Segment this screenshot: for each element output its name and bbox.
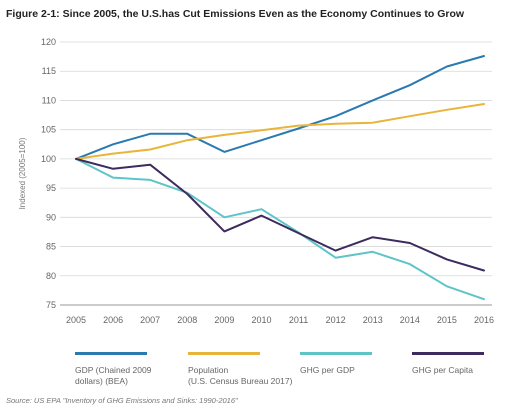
legend-item: Population (U.S. Census Bureau 2017) [188, 352, 292, 387]
legend-swatch [75, 352, 147, 355]
y-tick-label: 105 [41, 125, 56, 135]
legend-label: (U.S. Census Bureau 2017) [188, 376, 293, 386]
y-tick-label: 95 [46, 183, 56, 193]
x-tick-label: 2006 [103, 315, 123, 325]
series-line-2 [75, 103, 485, 160]
y-tick-label: 80 [46, 271, 56, 281]
y-tick-label: 85 [46, 242, 56, 252]
y-tick-label: 110 [42, 95, 56, 105]
source-note: Source: US EPA "Inventory of GHG Emissio… [6, 396, 238, 405]
x-tick-label: 2009 [214, 315, 234, 325]
series-line-3 [75, 157, 485, 301]
line-chart: 75 80 85 90 95 100 105 110 115 120 2005 2006 2007 200… [18, 37, 494, 325]
y-tick-label: 115 [42, 66, 56, 76]
y-tick-label: 100 [41, 154, 56, 164]
legend-label: Population [188, 365, 229, 375]
y-tick-label: 75 [46, 300, 56, 310]
legend-item: GHG per GDP [300, 352, 372, 376]
legend-swatch [188, 352, 260, 355]
x-tick-label: 2011 [289, 315, 308, 325]
y-axis-title: Indexed (2005=100) [18, 137, 27, 209]
legend-label: dollars) (BEA) [75, 376, 128, 386]
legend-swatch [412, 352, 484, 355]
x-tick-label: 2013 [363, 315, 383, 325]
chart-title: Figure 2-1: Since 2005, the U.S.has Cut … [6, 8, 465, 20]
x-tick-label: 2012 [326, 315, 346, 325]
x-tick-label: 2008 [177, 315, 197, 325]
x-tick-label: 2005 [66, 315, 86, 325]
x-tick-label: 2014 [400, 315, 420, 325]
series-line-1 [75, 55, 485, 160]
y-tick-label: 90 [46, 212, 56, 222]
legend-swatch [300, 352, 372, 355]
legend-label: GDP (Chained 2009 [75, 365, 152, 375]
y-tick-label: 120 [41, 37, 56, 47]
x-tick-label: 2016 [474, 315, 494, 325]
legend-item: GHG per Capita [412, 352, 484, 376]
legend-item: GDP (Chained 2009 dollars) (BEA) [75, 352, 151, 387]
x-tick-label: 2015 [437, 315, 457, 325]
x-tick-label: 2010 [251, 315, 271, 325]
x-tick-label: 2007 [140, 315, 160, 325]
legend-label: GHG per GDP [300, 365, 355, 375]
series-line-4 [75, 157, 485, 272]
legend-label: GHG per Capita [412, 365, 473, 375]
